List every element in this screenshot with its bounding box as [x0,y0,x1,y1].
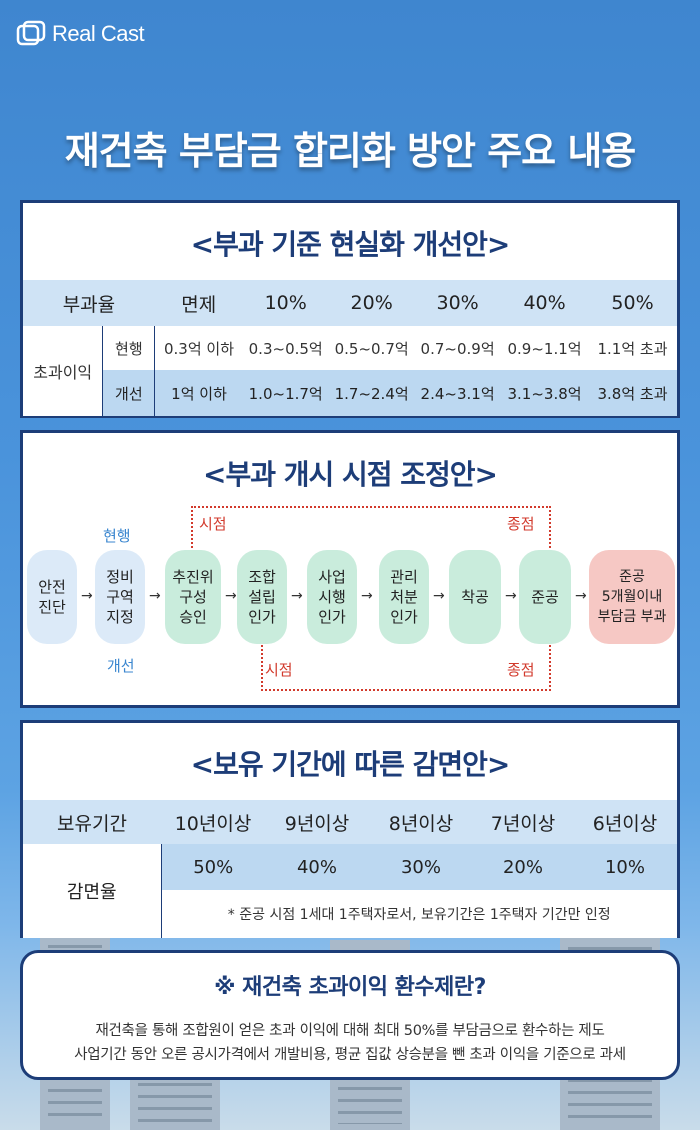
table-row: * 준공 시점 1세대 1주택자로서, 보유기간은 1주택자 기간만 인정 [23,890,677,938]
table-cell: 1.7~2.4억 [328,370,415,416]
section-title: <부과 개시 시점 조정안> [202,458,498,491]
table-cell: 50% [161,844,265,890]
label-improved: 개선 [107,657,135,675]
header-cell: 7년이상 [473,800,573,844]
page-title: 재건축 부담금 합리화 방안 주요 내용 [64,129,637,173]
header-cell: 50% [588,280,677,326]
section-title: <보유 기간에 따른 감면안> [190,748,511,781]
step-zone-designation: 정비 구역 지정 [95,550,145,644]
table-row: 개선 1억 이하 1.0~1.7억 1.7~2.4억 2.4~3.1억 3.1~… [23,370,677,416]
info-line: 사업기간 동안 오른 공시가격에서 개발비용, 평균 집값 상승분을 뺀 초과 … [74,1047,626,1063]
section-title: <부과 기준 현실화 개선안> [190,228,511,261]
step-levy-imposition: 준공 5개월이내 부담금 부과 [589,550,675,644]
row-header: 초과이익 [23,326,104,416]
arrow-icon: → [291,588,303,604]
brand-name: Real Cast [52,21,145,46]
header-cell: 면제 [154,280,243,326]
current-period-bracket [191,506,551,548]
arrow-icon: → [433,588,445,604]
header-cell: 10% [242,280,329,326]
row-header: 감면율 [23,844,162,938]
current-end-label: 종점 [507,515,535,533]
arrow-icon: → [81,588,93,604]
header-cell: 보유기간 [23,800,161,844]
reduction-card: <보유 기간에 따른 감면안> 보유기간 10년이상 9년이상 8년이상 7년이… [20,720,680,938]
table-cell: 2.4~3.1억 [414,370,501,416]
table-cell: 30% [369,844,473,890]
step-union-approval: 조합 설립 인가 [237,550,287,644]
table-cell: 0.3~0.5억 [242,326,329,370]
table-cell: 20% [473,844,573,890]
header-cell: 부과율 [23,280,155,326]
table-cell: 10% [573,844,677,890]
arrow-icon: → [575,588,587,604]
header-cell: 10년이상 [161,800,265,844]
table-header-row: 부과율 면제 10% 20% 30% 40% 50% [23,280,677,326]
table-cell: 1.1억 초과 [588,326,677,370]
table-cell: 3.1~3.8억 [500,370,589,416]
table-cell: 1억 이하 [154,370,243,416]
header-cell: 40% [500,280,589,326]
brand-logo: Real Cast [16,20,145,48]
table-header-row: 보유기간 10년이상 9년이상 8년이상 7년이상 6년이상 [23,800,677,844]
info-title: ※ 재건축 초과이익 환수제란? [214,975,486,1000]
header-cell: 9년이상 [265,800,369,844]
reduction-table: 보유기간 10년이상 9년이상 8년이상 7년이상 6년이상 감면율 50% 4… [23,800,677,938]
arrow-icon: → [149,588,161,604]
header-cell: 8년이상 [369,800,473,844]
step-committee-approval: 추진위 구성 승인 [165,550,221,644]
levy-standard-card: <부과 기준 현실화 개선안> 부과율 면제 10% 20% 30% 40% 5… [20,200,680,418]
improved-start-label: 시점 [265,661,293,679]
info-box: ※ 재건축 초과이익 환수제란? 재건축을 통해 조합원이 얻은 초과 이익에 … [20,950,680,1080]
table-cell: 1.0~1.7억 [242,370,329,416]
table-cell: 0.9~1.1억 [500,326,589,370]
levy-standard-table: 부과율 면제 10% 20% 30% 40% 50% 초과이익 현행 0.3억 … [23,280,677,416]
info-line: 재건축을 통해 조합원이 얻은 초과 이익에 대해 최대 50%를 부담금으로 … [95,1023,605,1039]
step-construction-start: 착공 [449,550,501,644]
improved-end-label: 종점 [507,661,535,679]
logo-icon [16,20,46,46]
arrow-icon: → [505,588,517,604]
step-safety-inspection: 안전 진단 [27,550,77,644]
row-sublabel: 현행 [102,326,156,370]
label-current: 현행 [103,527,131,545]
table-cell: 3.8억 초과 [588,370,677,416]
arrow-icon: → [361,588,373,604]
header-cell: 30% [414,280,501,326]
step-disposal-approval: 관리 처분 인가 [379,550,429,644]
table-cell: 0.3억 이하 [154,326,243,370]
current-start-label: 시점 [199,515,227,533]
step-completion: 준공 [519,550,571,644]
table-cell: 0.7~0.9억 [414,326,501,370]
arrow-icon: → [225,588,237,604]
improved-period-bracket [261,641,551,691]
table-row: 감면율 50% 40% 30% 20% 10% [23,844,677,938]
footnote: * 준공 시점 1세대 1주택자로서, 보유기간은 1주택자 기간만 인정 [161,890,677,938]
timeline-card: <부과 개시 시점 조정안> 현행 개선 시점 종점 시점 종점 안전 진단 →… [20,430,680,708]
row-sublabel: 개선 [102,370,156,416]
table-row: 초과이익 현행 0.3억 이하 0.3~0.5억 0.5~0.7억 0.7~0.… [23,326,677,416]
step-project-approval: 사업 시행 인가 [307,550,357,644]
table-cell: 40% [265,844,369,890]
header-cell: 20% [328,280,415,326]
header-cell: 6년이상 [573,800,677,844]
table-cell: 0.5~0.7억 [328,326,415,370]
